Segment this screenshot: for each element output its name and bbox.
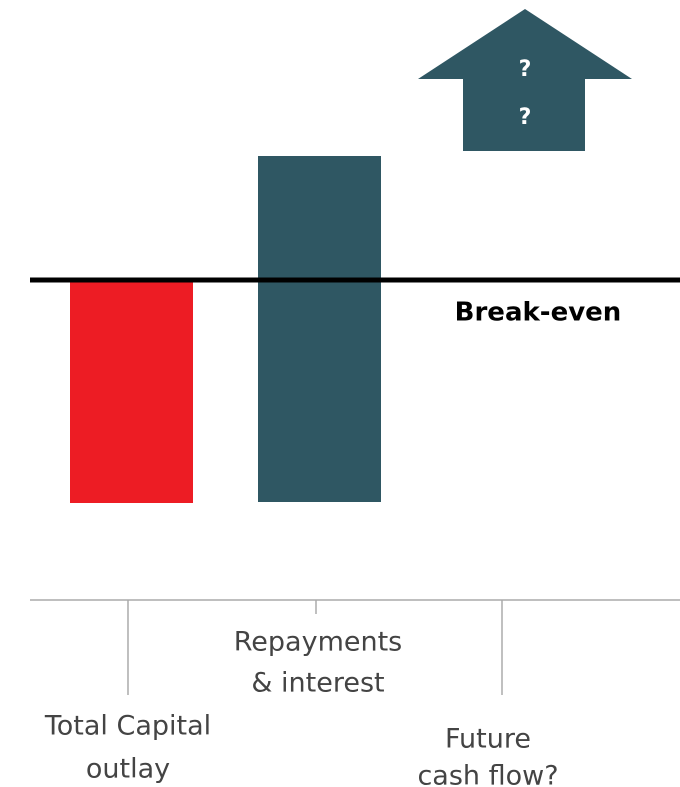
- category-label: outlay: [86, 754, 170, 785]
- capital-outlay-bar: [70, 282, 193, 503]
- category-label: Total Capital: [44, 711, 211, 742]
- repayments-bar: [258, 156, 381, 502]
- arrow-question: ?: [519, 105, 532, 130]
- arrow-body: [463, 78, 585, 151]
- break-even-label: Break-even: [455, 298, 622, 328]
- category-label: & interest: [251, 668, 384, 699]
- category-label: Future: [445, 724, 531, 755]
- category-label: cash flow?: [417, 761, 558, 787]
- arrow-question: ?: [519, 57, 532, 82]
- category-label: Repayments: [234, 627, 403, 658]
- arrow-head: [418, 9, 632, 79]
